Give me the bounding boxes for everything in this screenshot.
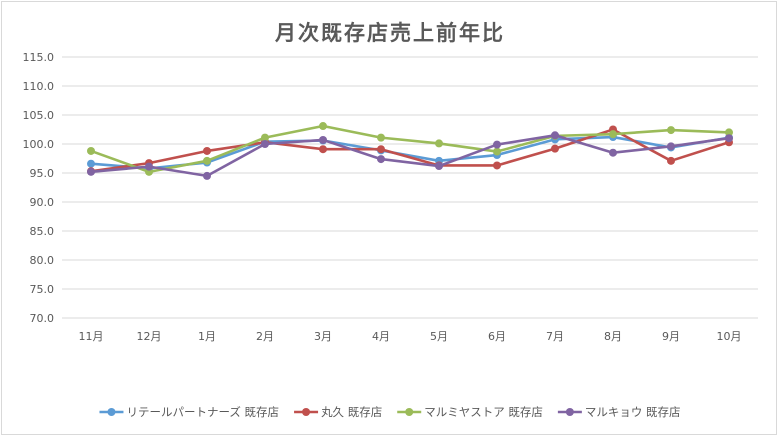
x-tick-label: 6月	[488, 330, 506, 343]
legend-swatch-marker	[565, 408, 574, 416]
y-tick-label: 95.0	[30, 167, 55, 180]
y-tick-label: 80.0	[30, 254, 55, 267]
data-point	[377, 145, 385, 154]
data-point	[203, 171, 211, 180]
y-axis-ticks: 70.0 75.0 80.0 85.0 90.0 95.0 100.0 105.0 110.0 1…	[23, 51, 55, 325]
gridlines	[62, 56, 758, 319]
x-tick-label: 8月	[604, 330, 622, 343]
series-line	[90, 134, 730, 178]
y-tick-label: 110.0	[23, 80, 55, 93]
data-point	[493, 161, 501, 170]
data-point	[667, 126, 675, 135]
series-group	[87, 131, 733, 180]
legend-item: 丸久 既存店	[294, 405, 382, 419]
legend-label: マルミヤストア 既存店	[424, 405, 543, 419]
legend-item: リテールパートナーズ 既存店	[99, 405, 279, 419]
y-tick-label: 90.0	[30, 196, 55, 209]
data-point	[261, 140, 269, 148]
legend-label: 丸久 既存店	[321, 405, 382, 419]
data-point	[145, 162, 153, 171]
legend-label: リテールパートナーズ 既存店	[126, 405, 279, 419]
legend-swatch-marker	[405, 408, 414, 416]
x-tick-label: 12月	[137, 330, 162, 343]
y-tick-label: 70.0	[30, 312, 55, 325]
x-tick-label: 5月	[430, 330, 448, 343]
data-point	[725, 134, 733, 143]
y-tick-label: 75.0	[30, 283, 55, 296]
data-point	[493, 140, 501, 149]
data-point	[667, 156, 675, 165]
legend-label: マルキョウ 既存店	[585, 405, 681, 419]
data-point	[261, 133, 269, 142]
series-group	[87, 122, 733, 176]
x-tick-label: 7月	[546, 330, 564, 343]
x-tick-label: 10月	[717, 330, 742, 343]
data-point	[203, 156, 211, 165]
x-tick-label: 11月	[79, 330, 104, 343]
legend-swatch-marker	[302, 408, 311, 416]
x-tick-label: 2月	[256, 330, 274, 343]
data-point	[319, 122, 327, 131]
y-tick-label: 105.0	[23, 109, 55, 122]
legend: リテールパートナーズ 既存店 丸久 既存店 マルミヤストア 既存店 マルキョウ 既存店	[99, 405, 681, 419]
legend-item: マルミヤストア 既存店	[397, 405, 543, 419]
data-point	[551, 144, 559, 153]
data-point	[87, 167, 95, 176]
data-point	[377, 155, 385, 164]
x-tick-label: 4月	[372, 330, 390, 343]
series-line	[90, 124, 730, 174]
chart-title: 月次既存店売上前年比	[274, 21, 505, 45]
x-axis-ticks: 11月 12月 1月 2月 3月 4月 5月 6月 7月 8月 9月 10月	[79, 330, 742, 343]
x-tick-label: 9月	[662, 330, 680, 343]
data-point	[319, 135, 327, 144]
data-point	[87, 146, 95, 155]
data-point	[435, 162, 443, 171]
legend-item: マルキョウ 既存店	[557, 405, 681, 419]
legend-swatch-marker	[107, 408, 116, 416]
x-tick-label: 3月	[314, 330, 332, 343]
data-point	[377, 133, 385, 142]
y-tick-label: 100.0	[23, 138, 55, 151]
data-point	[87, 159, 95, 168]
data-point	[319, 145, 327, 154]
x-tick-label: 1月	[198, 330, 216, 343]
data-point	[725, 128, 733, 137]
y-tick-label: 85.0	[30, 225, 55, 238]
data-point	[551, 131, 559, 140]
data-point	[609, 148, 617, 157]
data-point	[667, 142, 675, 151]
series-lines	[87, 122, 733, 180]
data-point	[203, 146, 211, 155]
data-point	[609, 130, 617, 139]
data-point	[435, 139, 443, 148]
y-tick-label: 115.0	[23, 51, 55, 64]
data-point	[493, 147, 501, 156]
